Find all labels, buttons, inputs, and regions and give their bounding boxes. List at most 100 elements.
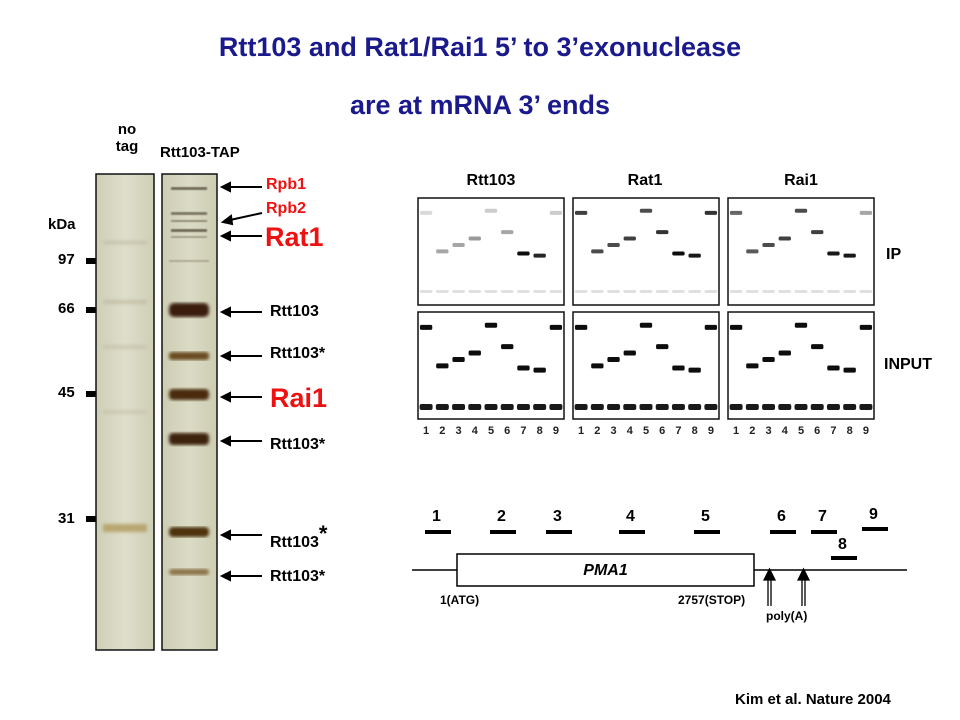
chip-band xyxy=(811,344,824,350)
chip-band xyxy=(729,210,743,215)
chip-band xyxy=(843,253,856,258)
chip-band xyxy=(704,324,718,330)
chip-primer-band xyxy=(639,290,653,294)
chip-band xyxy=(827,251,840,256)
lane-number-rtt103-6: 6 xyxy=(504,425,511,437)
chip-primer-band xyxy=(549,290,563,294)
marker-tick-31 xyxy=(86,516,97,522)
chip-primer-band xyxy=(516,290,530,294)
chip-primer-band xyxy=(826,404,840,411)
lane-number-rai1-7: 7 xyxy=(830,425,837,437)
probe-number-3: 3 xyxy=(553,508,562,525)
chip-band xyxy=(762,356,775,362)
probe-number-1: 1 xyxy=(432,508,441,525)
chip-band xyxy=(656,230,669,235)
polya-arrows xyxy=(762,567,811,606)
chip-band xyxy=(419,324,433,330)
gene-stop-label: 2757(STOP) xyxy=(678,593,746,607)
marker-66: 66 xyxy=(58,300,75,317)
band-label-rpb1: Rpb1 xyxy=(266,176,306,193)
chip-panel-rat1-ip xyxy=(572,197,720,306)
chip-band xyxy=(843,367,856,373)
chip-band xyxy=(452,356,465,362)
chip-band xyxy=(672,365,685,371)
marker-31: 31 xyxy=(58,510,75,527)
chip-band xyxy=(859,210,873,215)
chip-primer-band xyxy=(794,290,808,294)
chip-primer-band xyxy=(468,404,482,411)
chip-primer-band xyxy=(688,290,702,294)
chip-primer-band xyxy=(533,404,547,411)
chip-band xyxy=(811,230,824,235)
chip-band xyxy=(762,242,775,247)
probe-bar-8 xyxy=(831,556,857,560)
probe-number-5: 5 xyxy=(701,508,710,525)
probe-number-9: 9 xyxy=(869,506,878,523)
lane-number-rai1-9: 9 xyxy=(862,425,869,437)
band-label-rtt103: Rtt103 xyxy=(270,303,319,320)
chip-primer-band xyxy=(688,404,702,411)
probe-number-4: 4 xyxy=(626,508,635,525)
lane-number-rai1-2: 2 xyxy=(749,425,756,437)
lane-number-rat1-1: 1 xyxy=(578,425,585,437)
marker-tick-66 xyxy=(86,307,97,313)
chip-band xyxy=(639,322,653,328)
lane-number-rtt103-7: 7 xyxy=(520,425,527,437)
kda-label: kDa xyxy=(48,216,76,233)
chip-band xyxy=(574,210,588,215)
chip-band xyxy=(436,363,449,369)
no-tag-bands xyxy=(103,241,147,532)
probe-bar-9 xyxy=(862,527,888,531)
pma1-orf-box xyxy=(456,553,755,587)
chip-band xyxy=(729,324,743,330)
chip-panel-rai1-input xyxy=(727,311,875,420)
marker-45: 45 xyxy=(58,384,75,401)
chip-band xyxy=(859,324,873,330)
chip-primer-band xyxy=(826,290,840,294)
lane-number-rai1-8: 8 xyxy=(846,425,853,437)
chip-primer-band xyxy=(745,290,759,294)
probe-bar-2 xyxy=(490,530,516,534)
chip-primer-band xyxy=(655,404,669,411)
lane-number-rtt103-5: 5 xyxy=(487,425,495,437)
lane-number-rat1-3: 3 xyxy=(610,425,617,437)
chip-primer-band xyxy=(810,404,824,411)
band-label-rtt103-star-3: Rtt103* xyxy=(270,521,328,551)
chip-band xyxy=(484,208,498,213)
chip-band xyxy=(623,236,636,241)
citation: Kim et al. Nature 2004 xyxy=(735,691,891,708)
lane-number-rat1-7: 7 xyxy=(675,425,682,437)
band-label-rat1: Rat1 xyxy=(265,222,324,252)
lane-number-rtt103-8: 8 xyxy=(536,425,543,437)
lane-number-rat1-2: 2 xyxy=(594,425,601,437)
chip-primer-band xyxy=(533,290,547,294)
chip-band xyxy=(794,208,808,213)
probe-bar-5 xyxy=(694,530,720,534)
lane-number-rtt103-2: 2 xyxy=(439,425,446,437)
marker-97: 97 xyxy=(58,251,75,268)
chip-band xyxy=(688,253,701,258)
lane-number-rai1-3: 3 xyxy=(765,425,772,437)
lane-number-rat1-4: 4 xyxy=(626,425,633,437)
chip-band xyxy=(639,208,653,213)
lane-number-rat1-6: 6 xyxy=(659,425,666,437)
chip-primer-band xyxy=(590,404,604,411)
lane-number-rtt103-9: 9 xyxy=(552,425,559,437)
chip-band xyxy=(656,344,669,350)
lane-number-rat1-8: 8 xyxy=(691,425,698,437)
band-label-rpb2: Rpb2 xyxy=(266,200,306,217)
lane-label-no-tag-line2: tag xyxy=(115,138,139,155)
probe-number-8: 8 xyxy=(838,536,847,553)
chip-primer-band xyxy=(419,290,433,294)
chip-panel-rai1-ip xyxy=(727,197,875,306)
chip-row-label-ip: IP xyxy=(886,246,902,263)
lane-number-rtt103-1: 1 xyxy=(423,425,430,437)
lane-number-rai1-4: 4 xyxy=(781,425,788,437)
chip-primer-band xyxy=(516,404,530,411)
probe-bar-3 xyxy=(546,530,572,534)
chip-band xyxy=(517,251,530,256)
lane-number-rai1-6: 6 xyxy=(814,425,821,437)
chip-band xyxy=(778,236,791,241)
chip-primer-band xyxy=(468,290,482,294)
chip-primer-band xyxy=(607,290,621,294)
